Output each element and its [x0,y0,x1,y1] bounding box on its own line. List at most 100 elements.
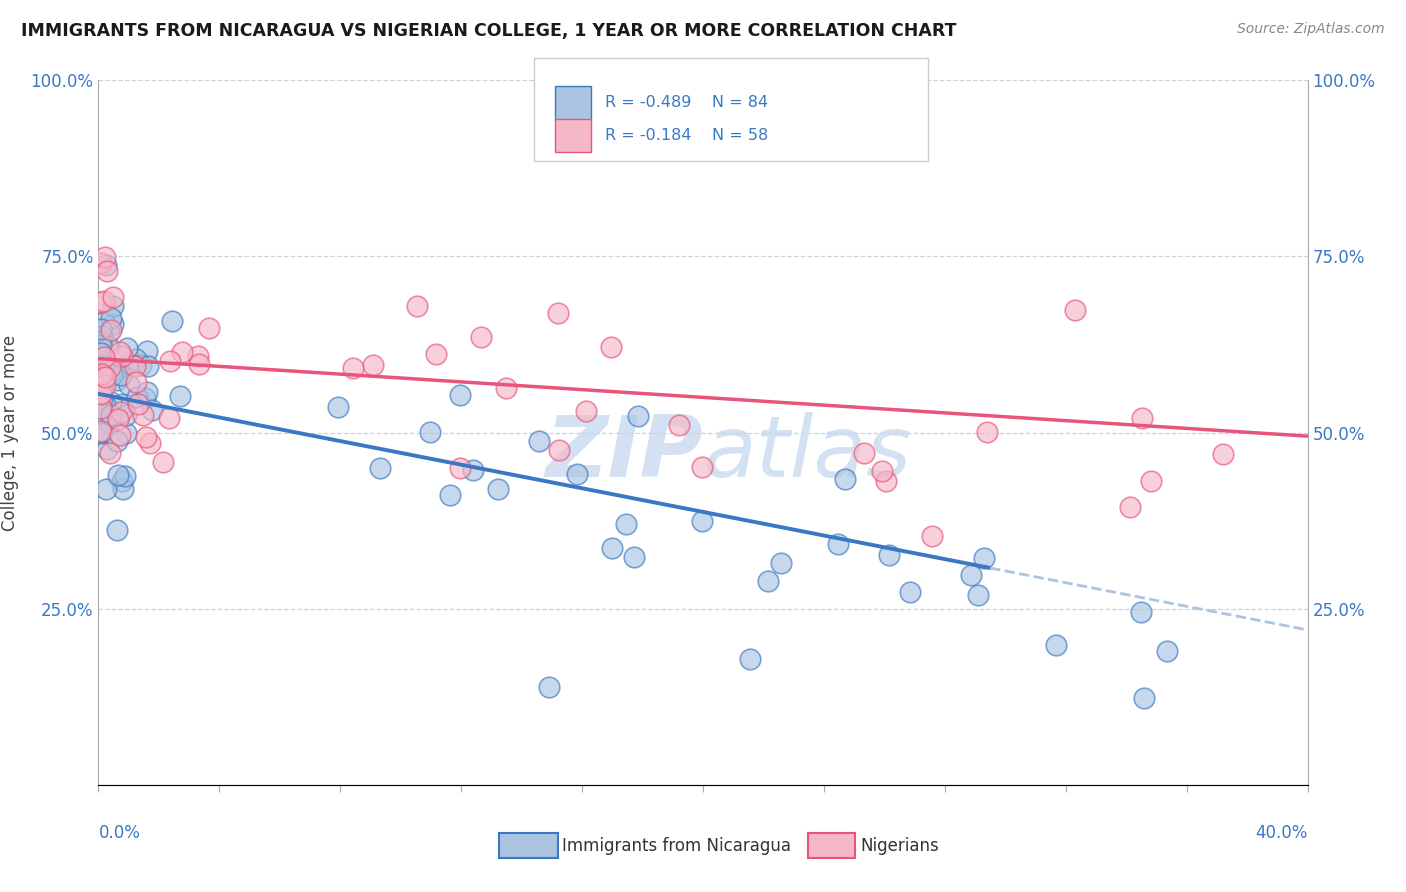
Point [111,397,134,411]
Point [100,360,122,375]
Point [1119,500,1142,514]
Point [1212,447,1234,461]
Point [1129,605,1152,619]
Point [90,387,112,401]
Point [966,588,988,602]
Point [100,408,122,422]
Point [91,328,114,343]
Point [159,354,181,368]
Point [90,295,112,310]
Point [100,395,122,409]
Point [103,300,125,314]
Point [495,381,517,395]
Point [131,408,153,422]
Point [96,442,118,457]
Point [93,315,115,329]
Point [486,482,509,496]
Point [342,361,364,376]
Point [90,398,112,412]
Point [124,359,146,373]
Point [1140,474,1163,488]
Point [100,311,122,326]
Point [136,343,159,358]
Point [770,557,793,571]
Point [921,529,943,543]
Point [90,256,112,270]
Point [575,404,598,418]
Point [105,523,128,537]
Y-axis label: College, 1 year or more: College, 1 year or more [1,334,20,531]
Point [125,390,148,404]
Point [127,397,149,411]
Point [90,424,112,438]
Point [101,363,124,377]
Point [527,434,550,448]
Point [738,651,761,665]
Point [1156,644,1178,658]
Point [110,405,132,419]
Text: R = -0.184    N = 58: R = -0.184 N = 58 [605,128,768,143]
Point [125,375,148,389]
Point [93,293,115,308]
Point [157,410,180,425]
Point [108,427,131,442]
Point [91,425,114,440]
Point [565,467,588,482]
Point [170,344,193,359]
Point [93,375,115,389]
Point [90,406,112,420]
Point [111,349,134,363]
Point [1133,690,1156,705]
Point [1132,411,1154,425]
Point [90,334,112,348]
Point [129,358,152,372]
Text: IMMIGRANTS FROM NICARAGUA VS NIGERIAN COLLEGE, 1 YEAR OR MORE CORRELATION CHART: IMMIGRANTS FROM NICARAGUA VS NIGERIAN CO… [21,22,956,40]
Point [90,425,112,439]
Point [198,321,221,335]
Point [188,357,211,371]
Point [134,391,156,405]
Point [90,338,112,352]
Point [93,350,115,364]
Point [875,475,897,489]
Point [1064,303,1087,318]
Point [461,462,484,476]
Point [627,409,650,424]
Point [111,482,134,496]
Point [114,409,136,423]
Point [96,258,118,272]
Point [90,401,112,416]
Point [111,475,134,489]
Point [115,425,138,440]
Point [114,469,136,483]
Point [406,299,429,313]
Point [97,358,120,372]
Point [614,517,637,532]
Point [136,384,159,399]
Point [547,442,569,457]
Point [898,585,921,599]
Point [90,422,112,436]
Point [141,402,163,417]
Point [110,345,132,359]
Point [110,368,132,383]
Text: Source: ZipAtlas.com: Source: ZipAtlas.com [1237,22,1385,37]
Point [90,346,112,360]
Point [692,514,714,528]
Point [94,483,117,497]
Point [439,488,461,502]
Point [600,541,623,555]
Text: ZIP: ZIP [546,412,703,495]
Point [90,322,112,336]
Point [870,464,893,478]
Point [105,373,128,387]
Point [125,351,148,366]
Point [115,341,138,355]
Point [187,349,209,363]
Point [94,370,117,384]
Point [90,391,112,405]
Point [97,358,120,372]
Point [90,426,112,441]
Point [121,358,143,372]
Point [853,446,876,460]
